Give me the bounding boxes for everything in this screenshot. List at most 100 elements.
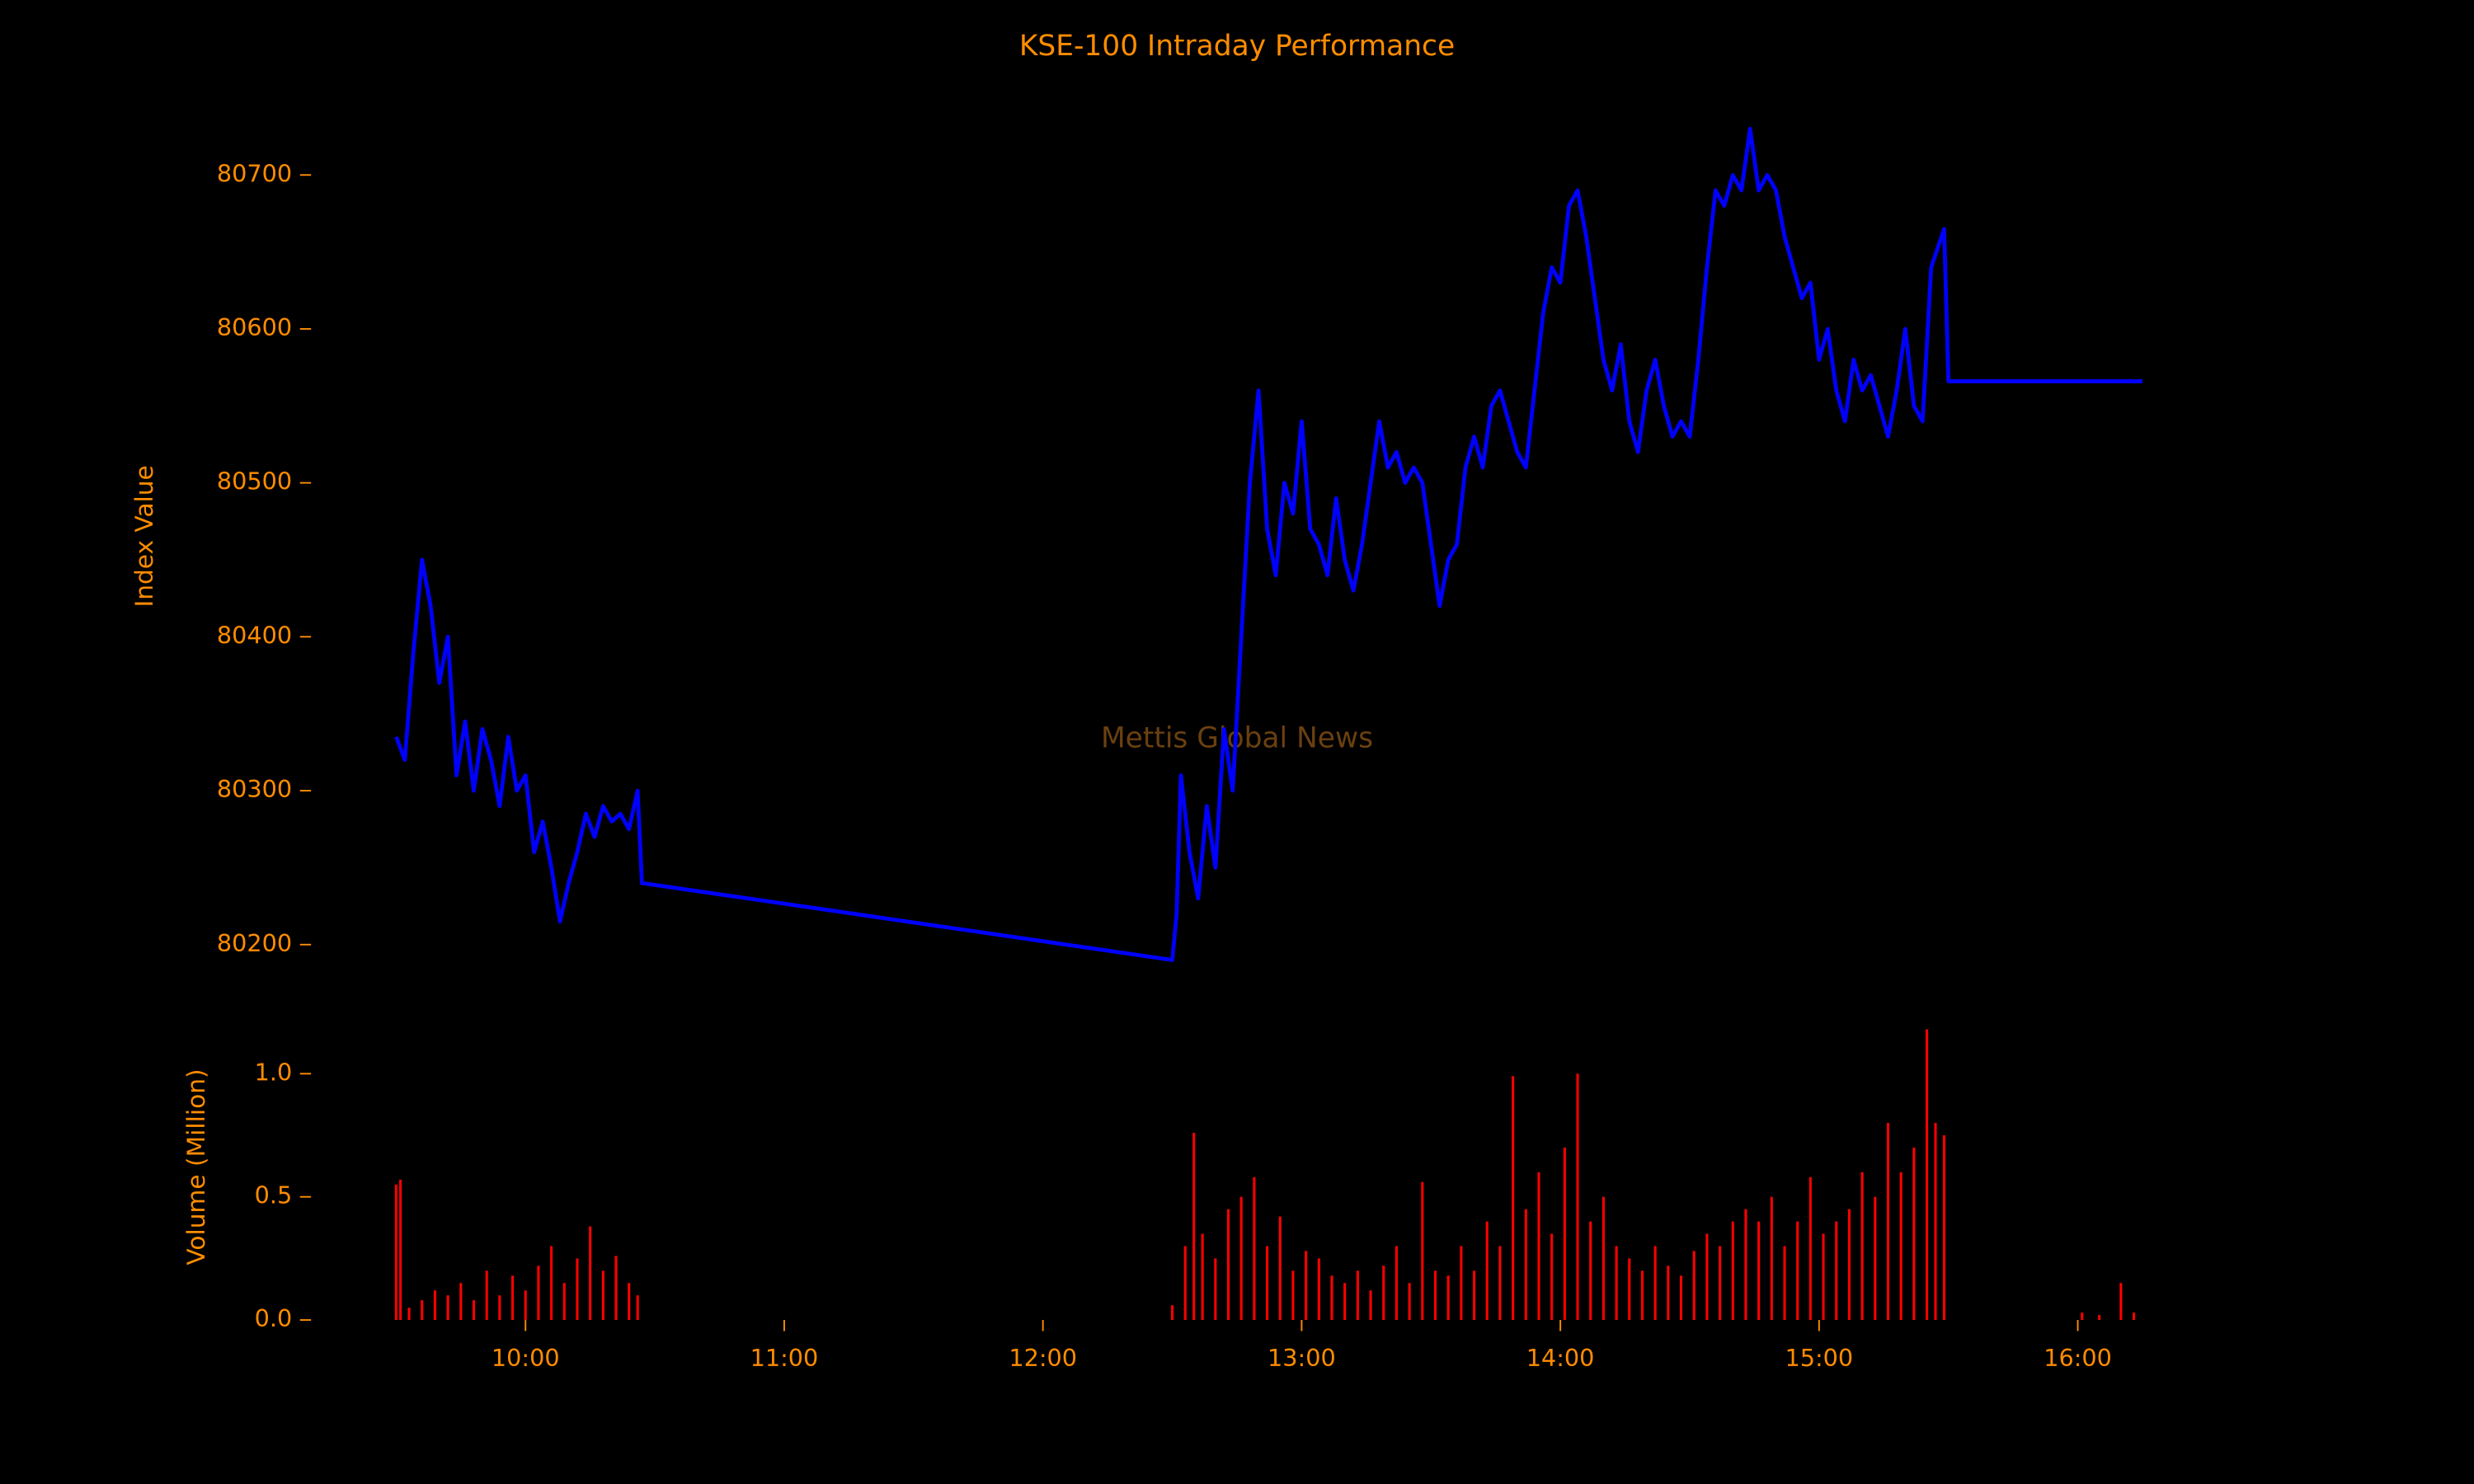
volume-bar <box>1757 1221 1761 1321</box>
volume-bar <box>1934 1123 1937 1321</box>
x-tick-label: 12:00 <box>1009 1344 1077 1372</box>
volume-bar <box>1679 1275 1683 1321</box>
volume-bar <box>1692 1251 1696 1321</box>
volume-bar <box>1408 1283 1411 1321</box>
volume-bar <box>1330 1275 1333 1321</box>
volume-bar <box>550 1246 553 1321</box>
volume-bar <box>1317 1258 1320 1321</box>
volume-bar <box>1253 1176 1256 1321</box>
volume-bar <box>1421 1181 1424 1321</box>
volume-bar <box>1563 1147 1566 1321</box>
volume-bar <box>1512 1076 1515 1321</box>
volume-bar <box>394 1184 397 1321</box>
volume-bar <box>1731 1221 1734 1321</box>
volume-bar <box>1171 1305 1174 1321</box>
volume-bar <box>614 1256 618 1321</box>
y-tick-label: 80700 <box>217 159 292 187</box>
volume-bar <box>1446 1275 1450 1321</box>
volume-bar <box>1653 1246 1657 1321</box>
volume-bar <box>2119 1283 2123 1321</box>
volume-bar <box>1343 1283 1347 1321</box>
volume-bar <box>1783 1246 1786 1321</box>
volume-bar <box>1266 1246 1269 1321</box>
volume-bar <box>636 1295 639 1321</box>
x-tick-label: 11:00 <box>750 1344 819 1372</box>
y-tick-label: 80600 <box>217 313 292 341</box>
volume-bar <box>399 1179 402 1321</box>
volume-bar <box>1719 1246 1722 1321</box>
y-tick-label: 0.5 <box>255 1181 293 1209</box>
volume-bar <box>1796 1221 1799 1321</box>
volume-bar <box>433 1290 436 1321</box>
volume-bar <box>1192 1133 1196 1321</box>
volume-bar <box>1524 1209 1527 1321</box>
y-tick-label: 1.0 <box>255 1058 293 1086</box>
volume-bar <box>1860 1172 1864 1321</box>
volume-bar <box>1615 1246 1618 1321</box>
volume-bar <box>1537 1172 1540 1321</box>
volume-bar <box>1886 1123 1890 1321</box>
y-axis-label: Index Value <box>129 465 158 607</box>
y-tick-label: 80500 <box>217 467 292 495</box>
volume-bar <box>485 1270 488 1321</box>
volume-bar <box>1808 1176 1812 1321</box>
volume-bar <box>1382 1266 1385 1321</box>
volume-bar <box>1239 1196 1243 1321</box>
volume-bar <box>1226 1209 1230 1321</box>
volume-bar <box>1640 1270 1644 1321</box>
x-tick-label: 13:00 <box>1268 1344 1336 1372</box>
volume-bar <box>1305 1251 1308 1321</box>
volume-bar <box>2132 1313 2136 1321</box>
chart-title: KSE-100 Intraday Performance <box>1019 30 1455 63</box>
volume-bar <box>1874 1196 1877 1321</box>
volume-bar <box>601 1270 604 1321</box>
x-tick-label: 14:00 <box>1526 1344 1595 1372</box>
volume-bar <box>1201 1233 1204 1321</box>
volume-bar <box>1356 1270 1359 1321</box>
volume-bar <box>421 1300 424 1321</box>
volume-bar <box>1589 1221 1592 1321</box>
volume-bar <box>498 1295 501 1321</box>
volume-bar <box>1460 1246 1463 1321</box>
volume-bar <box>1942 1135 1945 1321</box>
volume-bar <box>1498 1246 1502 1321</box>
volume-bar <box>524 1290 527 1321</box>
volume-bar <box>1822 1233 1825 1321</box>
volume-bar <box>1395 1246 1398 1321</box>
volume-bar <box>2081 1313 2084 1321</box>
volume-bar <box>562 1283 566 1321</box>
volume-bar <box>1550 1233 1554 1321</box>
x-tick-label: 15:00 <box>1785 1344 1853 1372</box>
volume-bar <box>1214 1258 1217 1321</box>
volume-bar <box>1291 1270 1295 1321</box>
volume-bar <box>1835 1221 1838 1321</box>
volume-bar <box>1770 1196 1773 1321</box>
volume-bar <box>1899 1172 1903 1321</box>
volume-bar <box>459 1283 463 1321</box>
volume-bar <box>1576 1073 1579 1321</box>
volume-bar <box>1433 1270 1437 1321</box>
volume-bar <box>1847 1209 1851 1321</box>
volume-bar <box>1705 1233 1709 1321</box>
volume-bar <box>1602 1196 1605 1321</box>
volume-bar <box>1473 1270 1476 1321</box>
y-tick-label: 80400 <box>217 621 292 649</box>
volume-bar <box>628 1283 631 1321</box>
volume-bar <box>446 1295 449 1321</box>
volume-bar <box>1926 1029 1929 1321</box>
x-tick-label: 10:00 <box>492 1344 560 1372</box>
volume-bar <box>1485 1221 1489 1321</box>
volume-bar <box>407 1308 411 1321</box>
y-tick-label: 0.0 <box>255 1304 293 1332</box>
volume-bar <box>576 1258 579 1321</box>
volume-bar <box>589 1226 592 1321</box>
index-line <box>394 126 2142 962</box>
volume-bar <box>1667 1266 1670 1321</box>
volume-bar <box>2098 1315 2101 1321</box>
y-axis-label: Volume (Million) <box>181 1068 210 1265</box>
volume-bar <box>1628 1258 1631 1321</box>
y-tick-label: 80200 <box>217 929 292 957</box>
volume-bar <box>472 1300 476 1321</box>
